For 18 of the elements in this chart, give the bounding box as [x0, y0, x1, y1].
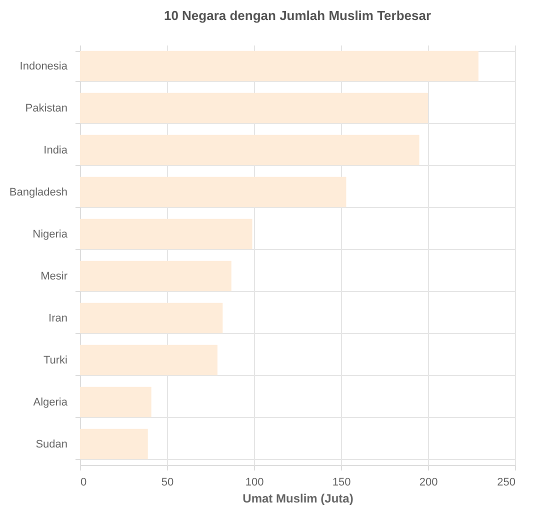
y-tick-label: Indonesia	[20, 60, 68, 72]
x-axis-title: Umat Muslim (Juta)	[242, 492, 354, 506]
y-tick-label: Pakistan	[25, 102, 68, 114]
chart-title: 10 Negara dengan Jumlah Muslim Terbesar	[164, 8, 432, 23]
y-tick-label: Bangladesh	[9, 186, 68, 198]
y-tick-label: Iran	[48, 312, 68, 324]
x-tick-label: 200	[419, 476, 438, 488]
x-tick-label: 0	[80, 476, 87, 488]
x-tick-label: 150	[332, 476, 351, 488]
y-tick-label: Turki	[43, 354, 68, 366]
y-tick-label: Algeria	[33, 396, 68, 408]
x-tick-label: 250	[497, 476, 516, 488]
y-tick-label: Nigeria	[32, 228, 68, 240]
x-tick-label: 100	[245, 476, 264, 488]
y-tick-label: Sudan	[36, 438, 68, 450]
y-tick-label: India	[44, 144, 68, 156]
x-tick-label: 50	[161, 476, 174, 488]
y-tick-label: Mesir	[40, 270, 68, 282]
